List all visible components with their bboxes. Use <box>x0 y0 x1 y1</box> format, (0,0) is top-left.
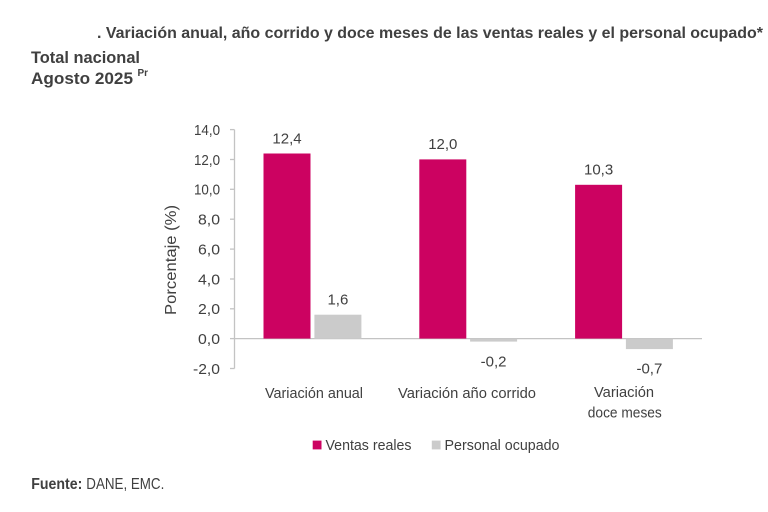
svg-text:12,4: 12,4 <box>272 130 301 147</box>
svg-text:Variación: Variación <box>594 384 654 401</box>
svg-text:-0,2: -0,2 <box>481 353 507 370</box>
svg-text:-0,7: -0,7 <box>636 360 662 377</box>
svg-text:0,0: 0,0 <box>198 331 220 348</box>
svg-text:doce meses: doce meses <box>588 404 662 421</box>
svg-text:14,0: 14,0 <box>194 122 220 139</box>
svg-text:4,0: 4,0 <box>198 271 220 288</box>
svg-text:12,0: 12,0 <box>428 136 457 153</box>
svg-text:10,0: 10,0 <box>194 182 220 199</box>
svg-text:Pr: Pr <box>138 68 149 79</box>
svg-text:8,0: 8,0 <box>198 212 220 229</box>
svg-text:Porcentaje (%): Porcentaje (%) <box>163 205 180 315</box>
svg-text:-2,0: -2,0 <box>193 361 220 378</box>
svg-text:10,3: 10,3 <box>584 162 613 179</box>
svg-text:1,6: 1,6 <box>327 291 348 308</box>
svg-text:Fuente:DANE, EMC.: Fuente: DANE, EMC. <box>31 476 164 493</box>
svg-text:Personal ocupado: Personal ocupado <box>445 437 560 454</box>
svg-text:. Variación anual, año corrido: . Variación anual, año corrido y doce me… <box>97 25 764 42</box>
svg-text:12,0: 12,0 <box>194 152 220 169</box>
svg-text:Total nacional: Total nacional <box>31 48 140 67</box>
svg-text:2,0: 2,0 <box>198 301 220 318</box>
svg-text:Agosto 2025: Agosto 2025 <box>31 69 133 88</box>
svg-text:6,0: 6,0 <box>198 241 220 258</box>
svg-text:Ventas reales: Ventas reales <box>326 437 412 454</box>
svg-text:Variación año corrido: Variación año corrido <box>398 385 536 402</box>
svg-text:Variación anual: Variación anual <box>265 385 363 402</box>
